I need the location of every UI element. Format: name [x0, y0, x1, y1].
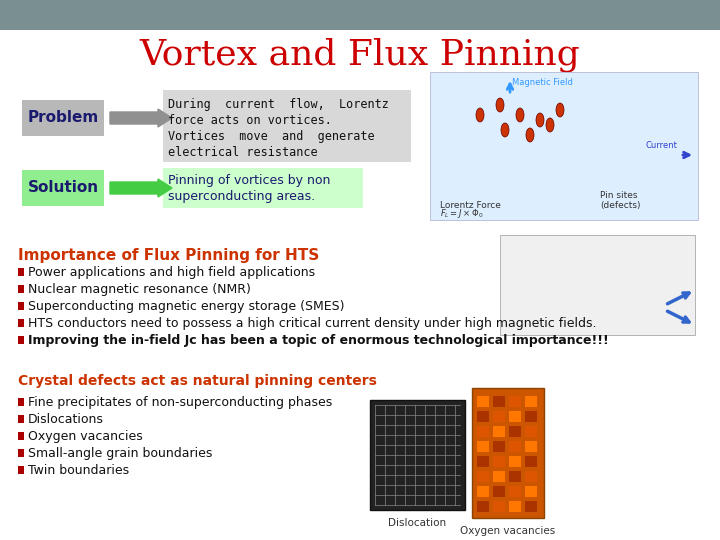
Text: Vortex and Flux Pinning: Vortex and Flux Pinning — [140, 38, 580, 72]
Text: superconducting areas.: superconducting areas. — [168, 190, 315, 203]
Text: Twin boundaries: Twin boundaries — [28, 464, 129, 477]
Bar — [493, 501, 505, 512]
Bar — [0, 0, 720, 30]
FancyArrow shape — [110, 179, 172, 197]
Bar — [477, 411, 489, 422]
Ellipse shape — [496, 98, 504, 112]
Text: Power applications and high field applications: Power applications and high field applic… — [28, 266, 315, 279]
Bar — [18, 302, 24, 310]
Bar — [493, 396, 505, 407]
Ellipse shape — [536, 113, 544, 127]
Bar — [509, 501, 521, 512]
Ellipse shape — [546, 118, 554, 132]
Text: During  current  flow,  Lorentz: During current flow, Lorentz — [168, 98, 389, 111]
Text: Dislocations: Dislocations — [28, 413, 104, 426]
Bar — [18, 449, 24, 457]
Bar — [18, 319, 24, 327]
Bar — [163, 90, 411, 162]
Text: Fine precipitates of non-superconducting phases: Fine precipitates of non-superconducting… — [28, 396, 332, 409]
Text: electrical resistance: electrical resistance — [168, 146, 318, 159]
Bar — [18, 285, 24, 293]
Bar — [163, 168, 363, 208]
Bar — [18, 336, 24, 344]
Bar — [18, 268, 24, 276]
Text: Solution: Solution — [27, 180, 99, 195]
Ellipse shape — [501, 123, 509, 137]
Text: Oxygen vacancies: Oxygen vacancies — [28, 430, 143, 443]
Bar — [493, 411, 505, 422]
Ellipse shape — [476, 108, 484, 122]
Bar — [477, 501, 489, 512]
Bar — [477, 471, 489, 482]
Text: Oxygen vacancies: Oxygen vacancies — [460, 526, 556, 536]
Text: Magnetic Field: Magnetic Field — [512, 78, 573, 87]
Bar — [18, 466, 24, 474]
Text: Current: Current — [645, 141, 677, 150]
Bar — [22, 100, 104, 136]
Text: Dislocation: Dislocation — [388, 518, 446, 528]
Bar — [493, 456, 505, 467]
Bar — [500, 235, 695, 335]
Text: Lorentz Force: Lorentz Force — [440, 201, 501, 210]
Text: Crystal defects act as natural pinning centers: Crystal defects act as natural pinning c… — [18, 374, 377, 388]
Bar — [525, 396, 537, 407]
Text: Problem: Problem — [27, 111, 99, 125]
Bar — [509, 411, 521, 422]
Text: Superconducting magnetic energy storage (SMES): Superconducting magnetic energy storage … — [28, 300, 344, 313]
Bar — [370, 400, 465, 510]
Bar — [525, 471, 537, 482]
Bar — [509, 471, 521, 482]
Bar — [477, 456, 489, 467]
Text: force acts on vortices.: force acts on vortices. — [168, 114, 332, 127]
Bar — [22, 170, 104, 206]
Ellipse shape — [516, 108, 524, 122]
Bar — [18, 398, 24, 406]
Text: Improving the in-field Jc has been a topic of enormous technological importance!: Improving the in-field Jc has been a top… — [28, 334, 608, 347]
Bar — [493, 441, 505, 452]
Ellipse shape — [526, 128, 534, 142]
Bar — [493, 486, 505, 497]
Bar — [525, 456, 537, 467]
Text: HTS conductors need to possess a high critical current density under high magnet: HTS conductors need to possess a high cr… — [28, 317, 596, 330]
Bar — [509, 396, 521, 407]
Text: Pin sites
(defects): Pin sites (defects) — [600, 191, 641, 210]
Bar — [493, 426, 505, 437]
Bar — [509, 486, 521, 497]
Bar — [509, 456, 521, 467]
Text: $F_L = J \times \Phi_0$: $F_L = J \times \Phi_0$ — [440, 207, 483, 220]
Bar — [525, 441, 537, 452]
Bar — [525, 426, 537, 437]
Bar — [18, 415, 24, 423]
Bar — [477, 486, 489, 497]
Bar — [472, 388, 544, 518]
Bar — [18, 432, 24, 440]
Ellipse shape — [556, 103, 564, 117]
Text: Nuclear magnetic resonance (NMR): Nuclear magnetic resonance (NMR) — [28, 283, 251, 296]
Bar — [525, 411, 537, 422]
Text: Small-angle grain boundaries: Small-angle grain boundaries — [28, 447, 212, 460]
Bar — [430, 72, 698, 220]
Bar — [525, 486, 537, 497]
Bar — [509, 426, 521, 437]
Bar — [477, 426, 489, 437]
Text: Importance of Flux Pinning for HTS: Importance of Flux Pinning for HTS — [18, 248, 319, 263]
Bar — [477, 441, 489, 452]
Text: Pinning of vortices by non: Pinning of vortices by non — [168, 174, 330, 187]
Bar — [477, 396, 489, 407]
Bar — [525, 501, 537, 512]
Bar — [493, 471, 505, 482]
FancyArrow shape — [110, 109, 172, 127]
Text: Vortices  move  and  generate: Vortices move and generate — [168, 130, 374, 143]
Bar — [509, 441, 521, 452]
